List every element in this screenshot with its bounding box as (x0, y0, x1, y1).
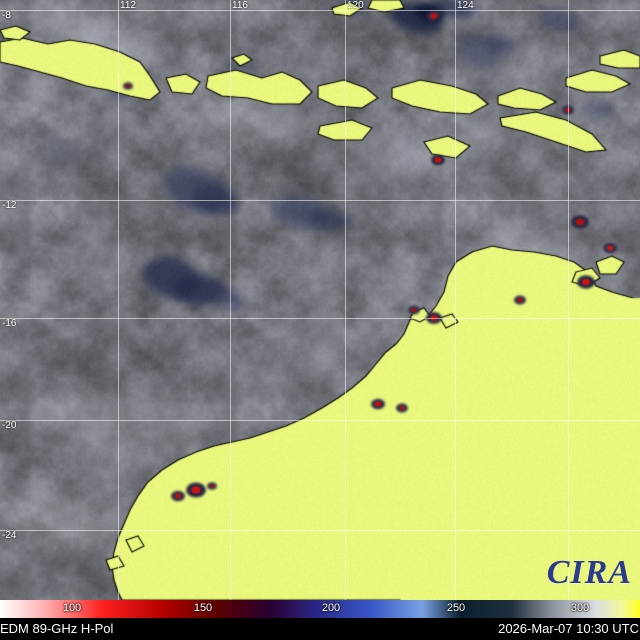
map-raster (0, 0, 640, 600)
colorbar: 100 150 200 250 300 (0, 600, 640, 618)
colorbar-gradient (0, 600, 640, 618)
product-label: EDM 89-GHz H-Pol (0, 621, 114, 636)
colorbar-tick: 100 (62, 602, 82, 614)
map-panel[interactable]: -8 -12 -16 -20 -24 112 116 120 124 CIRA (0, 0, 640, 600)
colorbar-tick: 300 (570, 602, 590, 614)
colorbar-tick: 250 (446, 602, 466, 614)
colorbar-tick: 200 (321, 602, 341, 614)
colorbar-tick: 150 (193, 602, 213, 614)
timestamp-label: 2026-Mar-07 10:30 UTC (498, 621, 639, 636)
status-bar: EDM 89-GHz H-Pol 2026-Mar-07 10:30 UTC (0, 618, 640, 640)
